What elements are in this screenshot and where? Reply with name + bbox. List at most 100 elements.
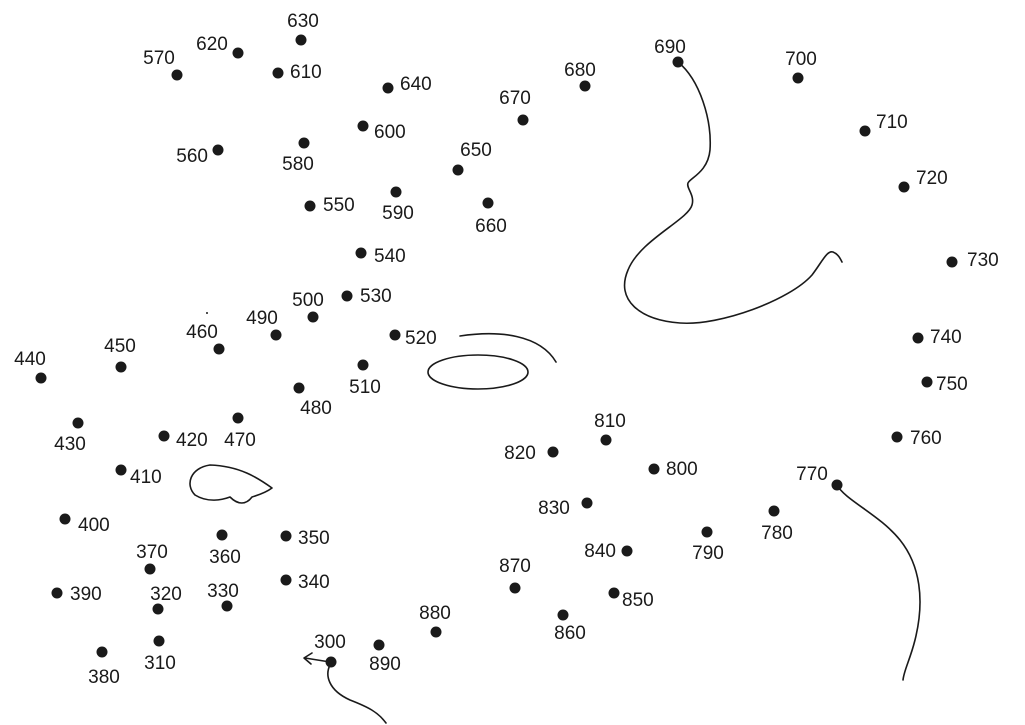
dot-700 [792, 72, 804, 84]
dot-840 [621, 545, 633, 557]
dot-label-760: 760 [910, 428, 942, 449]
dot-350 [280, 530, 292, 542]
dot-460 [213, 343, 225, 355]
dot-label-320: 320 [150, 584, 182, 605]
dot-870 [509, 582, 521, 594]
dot-label-870: 870 [499, 556, 531, 577]
dot-590 [390, 186, 402, 198]
dot-310 [153, 635, 165, 647]
dot-layer: 300 310 320 330 340 350 360 370 380 390 400 410 420 4… [14, 11, 999, 688]
dot-label-830: 830 [538, 498, 570, 519]
eye-oval [427, 354, 529, 390]
dot-430 [72, 417, 84, 429]
dot-label-730: 730 [967, 250, 999, 271]
dot-label-480: 480 [300, 398, 332, 419]
dot-600 [357, 120, 369, 132]
dot-780 [768, 505, 780, 517]
dot-760 [891, 431, 903, 443]
dot-label-380: 380 [88, 667, 120, 688]
dot-label-800: 800 [666, 459, 698, 480]
dot-500 [307, 311, 319, 323]
dot-label-630: 630 [287, 11, 319, 32]
dot-label-300: 300 [314, 632, 346, 653]
dot-label-510: 510 [349, 377, 381, 398]
dot-label-640: 640 [400, 74, 432, 95]
dot-510 [357, 359, 369, 371]
dot-label-680: 680 [564, 60, 596, 81]
dot-label-440: 440 [14, 349, 46, 370]
dot-label-820: 820 [504, 443, 536, 464]
dot-620 [232, 47, 244, 59]
dot-340 [280, 574, 292, 586]
dot-label-590: 590 [382, 203, 414, 224]
dot-label-690: 690 [654, 37, 686, 58]
dot-680 [579, 80, 591, 92]
dot-label-520: 520 [405, 328, 437, 349]
dot-660 [482, 197, 494, 209]
dot-label-620: 620 [196, 34, 228, 55]
dot-label-890: 890 [369, 654, 401, 675]
dot-410 [115, 464, 127, 476]
dot-420 [158, 430, 170, 442]
dot-630 [295, 34, 307, 46]
dot-640 [382, 82, 394, 94]
dot-750 [921, 376, 933, 388]
dot-label-350: 350 [298, 528, 330, 549]
dot-560 [212, 144, 224, 156]
dot-330 [221, 600, 233, 612]
dot-730 [946, 256, 958, 268]
dot-label-780: 780 [761, 523, 793, 544]
eye-arc-line [459, 332, 557, 363]
dot-710 [859, 125, 871, 137]
dot-label-790: 790 [692, 543, 724, 564]
dot-label-850: 850 [622, 590, 654, 611]
dot-720 [898, 181, 910, 193]
dot-650 [452, 164, 464, 176]
dot-label-670: 670 [499, 88, 531, 109]
start-arrow-head [303, 652, 313, 665]
dot-label-420: 420 [176, 430, 208, 451]
dot-570 [171, 69, 183, 81]
bottom-tail-line [327, 664, 387, 724]
dot-810 [600, 434, 612, 446]
dot-label-340: 340 [298, 572, 330, 593]
dot-490 [270, 329, 282, 341]
dot-450 [115, 361, 127, 373]
dot-label-600: 600 [374, 122, 406, 143]
dot-label-570: 570 [143, 48, 175, 69]
face-profile-line [623, 61, 843, 324]
stray-speck [206, 312, 208, 314]
dot-label-330: 330 [207, 581, 239, 602]
dot-label-470: 470 [224, 430, 256, 451]
dot-label-400: 400 [78, 515, 110, 536]
dot-480 [293, 382, 305, 394]
dot-370 [144, 563, 156, 575]
dot-670 [517, 114, 529, 126]
dot-label-720: 720 [916, 168, 948, 189]
dot-label-310: 310 [144, 653, 176, 674]
dot-470 [232, 412, 244, 424]
right-lower-line [836, 484, 921, 681]
dot-820 [547, 446, 559, 458]
dot-610 [272, 67, 284, 79]
dot-860 [557, 609, 569, 621]
dot-320 [152, 603, 164, 615]
dot-label-490: 490 [246, 308, 278, 329]
dot-label-740: 740 [930, 327, 962, 348]
dot-label-550: 550 [323, 195, 355, 216]
dot-label-430: 430 [54, 434, 86, 455]
dot-label-880: 880 [419, 603, 451, 624]
dot-540 [355, 247, 367, 259]
dot-label-390: 390 [70, 584, 102, 605]
dot-label-500: 500 [292, 290, 324, 311]
dot-880 [430, 626, 442, 638]
dot-label-450: 450 [104, 336, 136, 357]
dot-530 [341, 290, 353, 302]
dot-790 [701, 526, 713, 538]
dot-label-840: 840 [584, 541, 616, 562]
dot-740 [912, 332, 924, 344]
dot-label-610: 610 [290, 62, 322, 83]
dot-label-540: 540 [374, 246, 406, 267]
dot-800 [648, 463, 660, 475]
